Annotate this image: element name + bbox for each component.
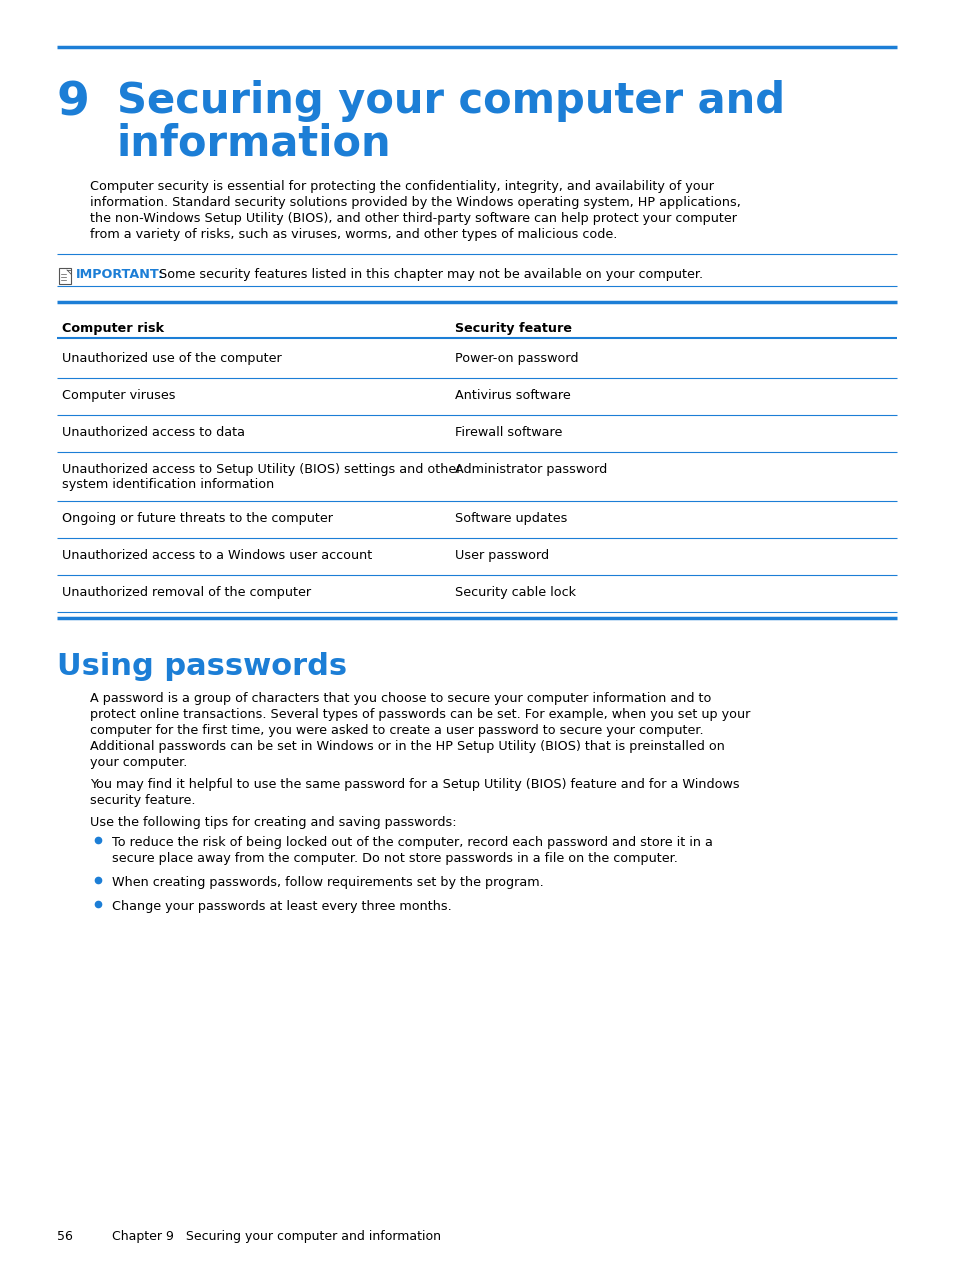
Text: the non-Windows Setup Utility (BIOS), and other third-party software can help pr: the non-Windows Setup Utility (BIOS), an… — [90, 212, 737, 225]
Text: You may find it helpful to use the same password for a Setup Utility (BIOS) feat: You may find it helpful to use the same … — [90, 779, 739, 791]
Text: Unauthorized use of the computer: Unauthorized use of the computer — [62, 352, 281, 364]
Text: Computer risk: Computer risk — [62, 323, 164, 335]
Text: protect online transactions. Several types of passwords can be set. For example,: protect online transactions. Several typ… — [90, 707, 750, 721]
Text: system identification information: system identification information — [62, 478, 274, 491]
Text: security feature.: security feature. — [90, 794, 195, 806]
Text: A password is a group of characters that you choose to secure your computer info: A password is a group of characters that… — [90, 692, 711, 705]
Text: User password: User password — [455, 549, 549, 563]
Text: your computer.: your computer. — [90, 756, 187, 770]
Text: Some security features listed in this chapter may not be available on your compu: Some security features listed in this ch… — [159, 268, 702, 281]
Text: secure place away from the computer. Do not store passwords in a file on the com: secure place away from the computer. Do … — [112, 852, 678, 865]
Text: Unauthorized access to Setup Utility (BIOS) settings and other: Unauthorized access to Setup Utility (BI… — [62, 464, 461, 476]
Text: Unauthorized access to a Windows user account: Unauthorized access to a Windows user ac… — [62, 549, 372, 563]
Bar — [59, 268, 71, 284]
Text: information: information — [117, 122, 392, 164]
Text: Chapter 9   Securing your computer and information: Chapter 9 Securing your computer and inf… — [112, 1231, 440, 1243]
Text: 9: 9 — [57, 80, 90, 124]
Text: Software updates: Software updates — [455, 512, 567, 525]
Text: Unauthorized access to data: Unauthorized access to data — [62, 425, 245, 439]
Text: Additional passwords can be set in Windows or in the HP Setup Utility (BIOS) tha: Additional passwords can be set in Windo… — [90, 740, 724, 753]
Text: Ongoing or future threats to the computer: Ongoing or future threats to the compute… — [62, 512, 333, 525]
Text: IMPORTANT:: IMPORTANT: — [76, 268, 164, 281]
Text: Power-on password: Power-on password — [455, 352, 578, 364]
Text: Securing your computer and: Securing your computer and — [117, 80, 784, 122]
Text: 56: 56 — [57, 1231, 72, 1243]
Text: When creating passwords, follow requirements set by the program.: When creating passwords, follow requirem… — [112, 876, 543, 889]
Text: Administrator password: Administrator password — [455, 464, 607, 476]
Text: Use the following tips for creating and saving passwords:: Use the following tips for creating and … — [90, 817, 456, 829]
Text: Computer viruses: Computer viruses — [62, 389, 175, 403]
Text: information. Standard security solutions provided by the Windows operating syste: information. Standard security solutions… — [90, 196, 740, 210]
Text: Security cable lock: Security cable lock — [455, 585, 576, 599]
Text: Unauthorized removal of the computer: Unauthorized removal of the computer — [62, 585, 311, 599]
Text: To reduce the risk of being locked out of the computer, record each password and: To reduce the risk of being locked out o… — [112, 836, 712, 850]
Text: Security feature: Security feature — [455, 323, 572, 335]
Text: Using passwords: Using passwords — [57, 652, 347, 681]
Text: Computer security is essential for protecting the confidentiality, integrity, an: Computer security is essential for prote… — [90, 180, 713, 193]
Text: Antivirus software: Antivirus software — [455, 389, 570, 403]
Text: Firewall software: Firewall software — [455, 425, 561, 439]
Text: from a variety of risks, such as viruses, worms, and other types of malicious co: from a variety of risks, such as viruses… — [90, 229, 617, 241]
Text: computer for the first time, you were asked to create a user password to secure : computer for the first time, you were as… — [90, 724, 703, 737]
Text: Change your passwords at least every three months.: Change your passwords at least every thr… — [112, 900, 452, 913]
